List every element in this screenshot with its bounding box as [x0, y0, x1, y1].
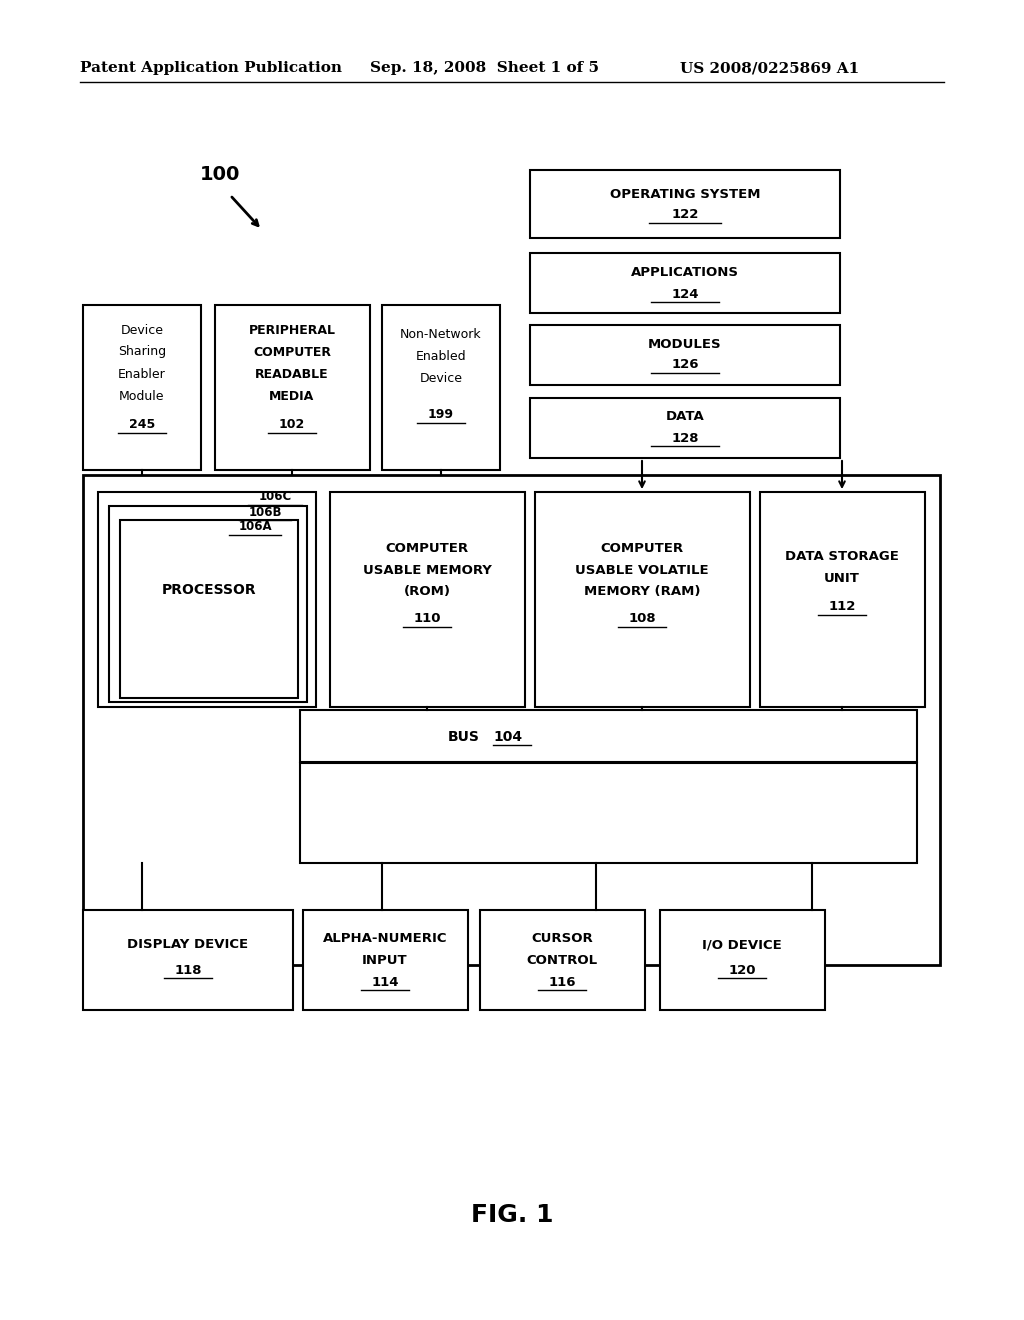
Text: 128: 128 — [672, 432, 698, 445]
Text: 104: 104 — [493, 730, 522, 744]
Text: COMPUTER: COMPUTER — [600, 541, 684, 554]
Text: CURSOR: CURSOR — [531, 932, 593, 945]
Text: 118: 118 — [174, 964, 202, 977]
Bar — [480, 909, 645, 1010]
Text: 108: 108 — [628, 611, 655, 624]
Text: Enabled: Enabled — [416, 350, 466, 363]
Bar — [382, 305, 500, 470]
Text: 116: 116 — [548, 975, 575, 989]
Text: 106C: 106C — [258, 491, 292, 503]
Text: DATA: DATA — [666, 411, 705, 424]
Text: COMPUTER: COMPUTER — [385, 541, 469, 554]
Text: ALPHA-NUMERIC: ALPHA-NUMERIC — [323, 932, 447, 945]
Bar — [530, 170, 840, 238]
Text: Module: Module — [119, 389, 165, 403]
Text: MEMORY (RAM): MEMORY (RAM) — [584, 586, 700, 598]
Bar — [98, 492, 316, 708]
Text: PERIPHERAL: PERIPHERAL — [249, 323, 336, 337]
Text: (ROM): (ROM) — [403, 586, 451, 598]
Bar — [303, 909, 468, 1010]
Text: UNIT: UNIT — [824, 572, 860, 585]
Text: 100: 100 — [200, 165, 241, 185]
Text: 120: 120 — [728, 964, 756, 977]
Text: Device: Device — [121, 323, 164, 337]
Bar — [215, 305, 370, 470]
Text: DISPLAY DEVICE: DISPLAY DEVICE — [127, 939, 249, 952]
Bar — [83, 475, 940, 965]
Bar — [330, 492, 525, 708]
Text: USABLE MEMORY: USABLE MEMORY — [362, 564, 492, 577]
Bar — [109, 506, 307, 702]
Text: US 2008/0225869 A1: US 2008/0225869 A1 — [680, 61, 859, 75]
Text: Sharing: Sharing — [118, 346, 166, 359]
Bar — [83, 909, 293, 1010]
Text: 110: 110 — [414, 611, 440, 624]
Bar — [535, 492, 750, 708]
Text: INPUT: INPUT — [362, 953, 408, 966]
Text: MODULES: MODULES — [648, 338, 722, 351]
Text: Patent Application Publication: Patent Application Publication — [80, 61, 342, 75]
Text: MEDIA: MEDIA — [269, 389, 314, 403]
Text: BUS: BUS — [449, 730, 480, 744]
Bar — [120, 520, 298, 698]
Text: APPLICATIONS: APPLICATIONS — [631, 267, 739, 280]
Bar — [760, 492, 925, 708]
Bar — [530, 325, 840, 385]
Bar — [300, 710, 918, 762]
Text: 245: 245 — [129, 417, 155, 430]
Text: 112: 112 — [828, 599, 856, 612]
Text: 126: 126 — [672, 359, 698, 371]
Text: 199: 199 — [428, 408, 454, 421]
Text: DATA STORAGE: DATA STORAGE — [785, 549, 899, 562]
Text: 106A: 106A — [239, 520, 271, 533]
Bar — [300, 763, 918, 863]
Bar — [83, 305, 201, 470]
Text: USABLE VOLATILE: USABLE VOLATILE — [575, 564, 709, 577]
Text: I/O DEVICE: I/O DEVICE — [702, 939, 782, 952]
Text: Enabler: Enabler — [118, 367, 166, 380]
Bar — [530, 253, 840, 313]
Text: 106B: 106B — [248, 506, 282, 519]
Text: FIG. 1: FIG. 1 — [471, 1203, 553, 1228]
Bar — [530, 399, 840, 458]
Text: Non-Network: Non-Network — [400, 327, 482, 341]
Text: 122: 122 — [672, 209, 698, 222]
Text: COMPUTER: COMPUTER — [253, 346, 331, 359]
Text: CONTROL: CONTROL — [526, 953, 598, 966]
Text: PROCESSOR: PROCESSOR — [162, 583, 256, 597]
Text: OPERATING SYSTEM: OPERATING SYSTEM — [609, 187, 760, 201]
Text: 114: 114 — [372, 975, 398, 989]
Text: READABLE: READABLE — [255, 367, 329, 380]
Text: 102: 102 — [279, 417, 305, 430]
Text: 124: 124 — [672, 288, 698, 301]
Text: Device: Device — [420, 371, 463, 384]
Text: Sep. 18, 2008  Sheet 1 of 5: Sep. 18, 2008 Sheet 1 of 5 — [370, 61, 599, 75]
Bar — [660, 909, 825, 1010]
